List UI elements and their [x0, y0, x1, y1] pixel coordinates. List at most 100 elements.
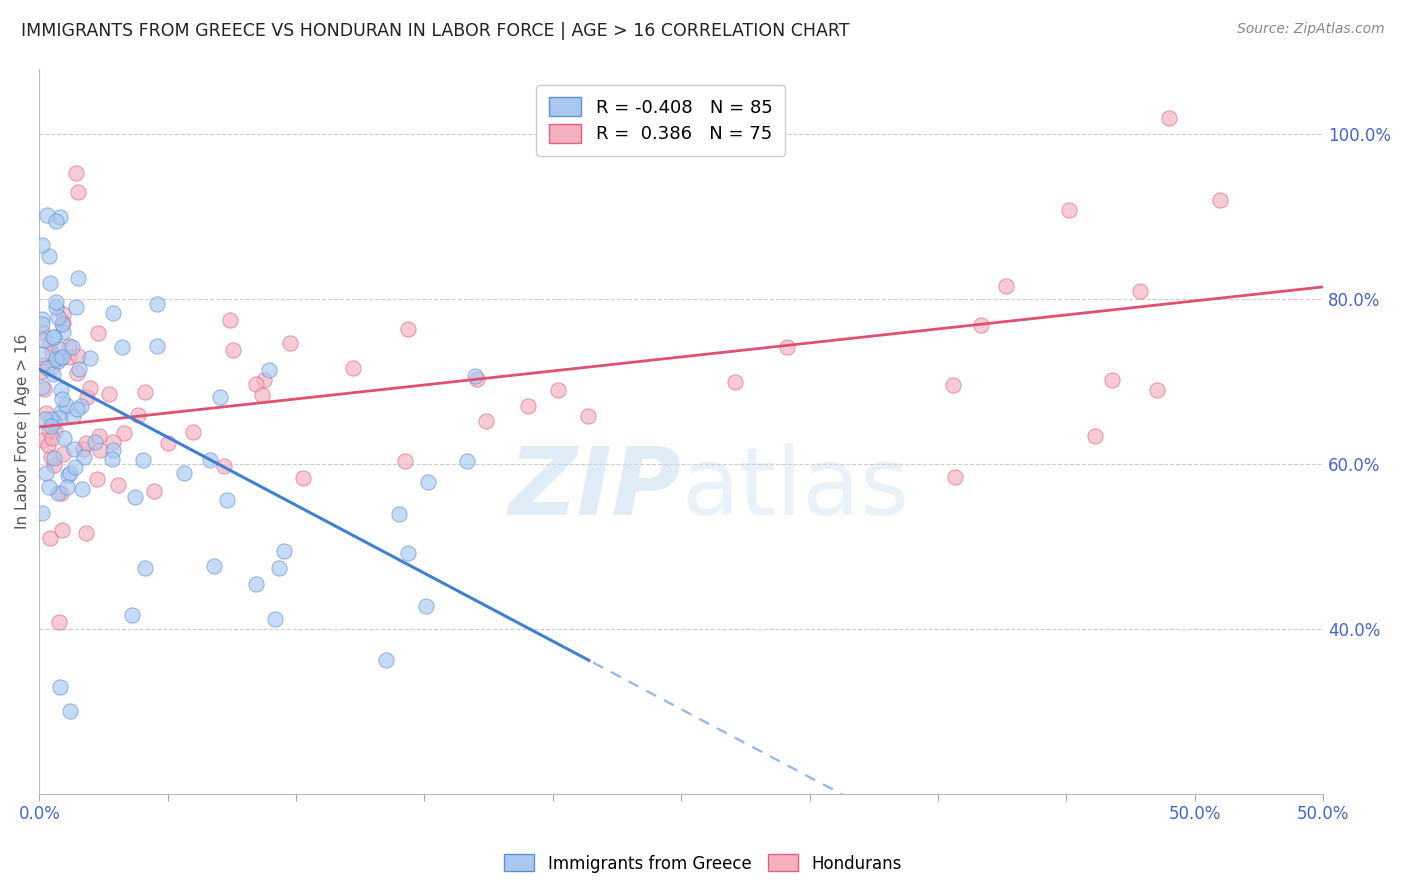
Point — [396, 546, 419, 560]
Point — [72, 442, 94, 457]
Point — [49, 680, 72, 694]
Point — [202, 558, 225, 573]
Point — [388, 507, 411, 521]
Point — [942, 377, 965, 392]
Point — [39, 337, 62, 351]
Point — [145, 297, 167, 311]
Point — [49, 384, 72, 398]
Point — [32, 382, 55, 396]
Point — [547, 383, 569, 397]
Point — [51, 350, 73, 364]
Point — [49, 210, 72, 224]
Point — [51, 523, 73, 537]
Point — [278, 335, 301, 350]
Point — [59, 704, 82, 718]
Point — [42, 458, 65, 472]
Point — [39, 418, 62, 433]
Point — [1129, 284, 1152, 298]
Point — [51, 485, 73, 500]
Point — [415, 599, 437, 614]
Point — [62, 409, 84, 423]
Point — [75, 525, 97, 540]
Point — [48, 410, 70, 425]
Point — [45, 351, 67, 366]
Point — [89, 429, 111, 443]
Point — [396, 322, 419, 336]
Legend: R = -0.408   N = 85, R =  0.386   N = 75: R = -0.408 N = 85, R = 0.386 N = 75 — [536, 85, 785, 156]
Point — [245, 576, 267, 591]
Point — [35, 208, 58, 222]
Point — [111, 340, 134, 354]
Point — [66, 401, 89, 416]
Point — [31, 317, 53, 331]
Point — [245, 377, 267, 392]
Point — [42, 330, 65, 344]
Point — [146, 339, 169, 353]
Point — [374, 652, 396, 666]
Point — [52, 316, 75, 330]
Point — [46, 310, 69, 324]
Point — [31, 325, 53, 339]
Point — [84, 434, 107, 449]
Point — [724, 376, 747, 390]
Point — [103, 306, 125, 320]
Point — [32, 334, 55, 348]
Point — [1209, 194, 1232, 208]
Point — [52, 306, 75, 320]
Point — [48, 342, 70, 356]
Point — [37, 438, 59, 452]
Point — [42, 330, 65, 344]
Point — [66, 185, 89, 199]
Point — [776, 340, 799, 354]
Point — [1101, 373, 1123, 387]
Point — [143, 484, 166, 499]
Point — [52, 430, 75, 444]
Point — [31, 506, 53, 520]
Point — [475, 414, 498, 428]
Point — [39, 531, 62, 545]
Point — [31, 237, 53, 252]
Point — [98, 386, 121, 401]
Point — [51, 392, 73, 406]
Point — [46, 486, 69, 500]
Point — [121, 608, 143, 623]
Point — [103, 443, 125, 458]
Point — [456, 454, 478, 468]
Point — [45, 294, 67, 309]
Point — [264, 611, 287, 625]
Point — [132, 453, 155, 467]
Point — [89, 442, 111, 457]
Point — [63, 442, 86, 456]
Point — [56, 480, 79, 494]
Point — [217, 493, 239, 508]
Point — [200, 452, 222, 467]
Point — [56, 468, 79, 483]
Point — [112, 426, 135, 441]
Point — [101, 451, 124, 466]
Point — [576, 409, 599, 423]
Point — [134, 560, 156, 574]
Point — [52, 325, 75, 339]
Point — [38, 424, 60, 438]
Point — [87, 326, 110, 340]
Text: atlas: atlas — [682, 443, 910, 535]
Point — [76, 390, 98, 404]
Point — [31, 380, 53, 394]
Point — [103, 434, 125, 449]
Point — [214, 459, 236, 474]
Point — [253, 374, 276, 388]
Point — [173, 466, 195, 480]
Point — [79, 381, 101, 395]
Point — [70, 482, 93, 496]
Point — [60, 340, 83, 354]
Point — [34, 412, 56, 426]
Point — [42, 450, 65, 465]
Point — [517, 399, 540, 413]
Point — [65, 366, 87, 380]
Point — [394, 453, 416, 467]
Point — [41, 359, 63, 374]
Point — [267, 561, 290, 575]
Point — [41, 346, 63, 360]
Point — [70, 399, 93, 413]
Point — [1157, 111, 1180, 125]
